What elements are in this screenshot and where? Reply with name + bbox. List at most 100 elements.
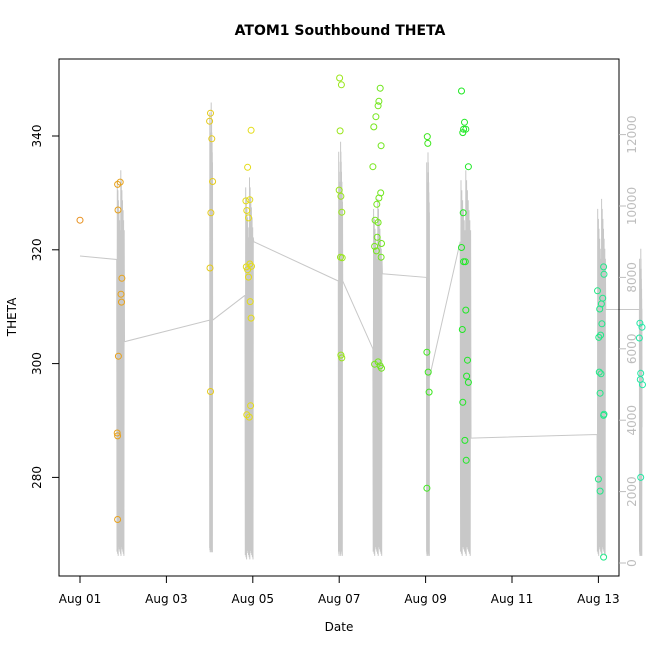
- data-point: [245, 214, 252, 222]
- data-point: [374, 358, 382, 366]
- data-point: [458, 326, 466, 333]
- data-point: [377, 253, 385, 261]
- data-point: [464, 378, 472, 386]
- cast-trace-line: [79, 102, 643, 560]
- data-point: [600, 411, 608, 419]
- data-point: [118, 274, 126, 282]
- data-point: [338, 208, 346, 216]
- x-tick-label: Aug 07: [318, 592, 361, 606]
- data-point: [597, 370, 605, 378]
- data-point: [113, 429, 121, 437]
- data-point: [374, 219, 382, 226]
- data-point: [423, 348, 431, 356]
- data-point: [374, 102, 382, 110]
- data-point: [598, 320, 606, 328]
- data-point: [597, 331, 605, 339]
- data-point: [462, 306, 470, 314]
- data-point: [244, 163, 252, 171]
- data-point: [370, 123, 378, 131]
- x-tick-label: Aug 01: [59, 592, 102, 606]
- data-point: [76, 216, 84, 224]
- y-tick-label: 300: [30, 352, 44, 375]
- data-point: [462, 456, 470, 464]
- data-point: [337, 192, 345, 200]
- data-point: [458, 244, 465, 251]
- data-point: [372, 113, 380, 121]
- data-point: [375, 97, 383, 105]
- y2-tick-label: 0: [625, 559, 639, 567]
- data-point: [377, 142, 385, 150]
- data-point: [424, 139, 432, 147]
- data-point: [423, 484, 431, 492]
- data-point: [335, 186, 343, 194]
- y-axis-label: THETA: [5, 297, 19, 337]
- y2-tick-label: 10000: [625, 187, 639, 225]
- data-point: [248, 262, 255, 270]
- chart-title: ATOM1 Southbound THETA: [235, 23, 446, 39]
- data-point: [242, 197, 250, 205]
- data-point: [209, 178, 217, 185]
- data-point: [378, 364, 385, 372]
- data-point: [597, 300, 605, 308]
- x-axis-label: Date: [325, 620, 354, 634]
- data-point: [336, 127, 344, 135]
- data-point: [114, 352, 122, 360]
- data-point: [424, 368, 432, 376]
- x-tick-label: Aug 03: [145, 592, 188, 606]
- data-point: [600, 553, 608, 561]
- y2-axis: 0 2000 4000 6000 8000 10000 12000: [619, 116, 639, 567]
- y2-tick-label: 6000: [625, 334, 639, 365]
- data-point: [600, 270, 608, 278]
- y2-tick-label: 2000: [625, 476, 639, 507]
- y-tick-label: 280: [30, 466, 44, 489]
- y-tick-label: 340: [30, 125, 44, 148]
- data-point: [114, 206, 122, 214]
- data-points: [76, 74, 646, 561]
- data-point: [378, 240, 385, 247]
- data-point: [114, 516, 122, 523]
- data-point: [377, 189, 385, 197]
- y-axis: 280 300 320 340: [30, 125, 59, 489]
- data-point: [639, 381, 646, 389]
- data-point: [118, 298, 125, 306]
- x-tick-label: Aug 09: [404, 592, 447, 606]
- data-point: [207, 109, 214, 117]
- data-point: [206, 264, 214, 272]
- data-point: [206, 117, 214, 125]
- y2-tick-label: 8000: [625, 262, 639, 293]
- data-point: [116, 178, 124, 186]
- data-point: [459, 209, 467, 217]
- data-point: [423, 133, 431, 141]
- data-point: [461, 258, 469, 266]
- y2-tick-label: 4000: [625, 405, 639, 436]
- data-point: [596, 389, 604, 397]
- data-point: [376, 84, 384, 92]
- data-point: [594, 475, 602, 483]
- data-point: [245, 413, 253, 421]
- data-point: [117, 290, 125, 298]
- data-point: [458, 87, 465, 95]
- data-point: [371, 242, 379, 250]
- cast-traces: [79, 102, 643, 560]
- data-point: [461, 436, 469, 444]
- data-point: [247, 126, 255, 134]
- x-tick-label: Aug 11: [491, 592, 534, 606]
- data-point: [464, 163, 472, 171]
- data-point: [594, 287, 601, 295]
- data-point: [636, 319, 644, 327]
- data-point: [338, 254, 346, 262]
- y2-tick-label: 12000: [625, 116, 639, 154]
- data-point: [245, 273, 252, 281]
- data-point: [459, 398, 467, 406]
- data-point: [336, 74, 344, 82]
- data-point: [595, 333, 603, 341]
- data-point: [208, 135, 216, 143]
- data-point: [243, 207, 251, 214]
- data-point: [637, 473, 645, 481]
- data-point: [463, 372, 471, 380]
- data-point: [596, 487, 604, 495]
- data-point: [338, 354, 346, 362]
- data-point: [373, 233, 381, 241]
- data-point: [638, 323, 646, 331]
